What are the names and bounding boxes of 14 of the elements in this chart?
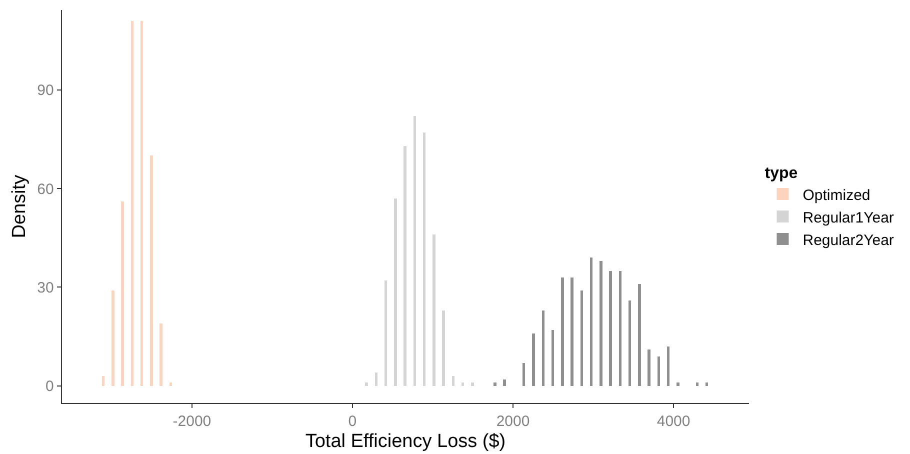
legend-title: type [764,164,798,182]
x-tick-label: 4000 [656,413,690,430]
y-tick-label: 0 [45,378,54,396]
y-tick-label: 90 [37,82,54,100]
y-tick-label: 60 [37,180,54,198]
x-tick-label: 2000 [496,413,530,430]
legend-label: Regular1Year [802,209,894,226]
y-tick-label: 30 [37,279,54,296]
legend-label: Regular2Year [802,232,894,249]
x-axis-title: Total Efficiency Loss ($) [305,430,506,452]
x-tick-label: -2000 [172,413,212,430]
y-axis-title: Density [9,174,30,238]
legend-label: Optimized [802,186,870,204]
x-tick-label: 0 [348,413,357,430]
